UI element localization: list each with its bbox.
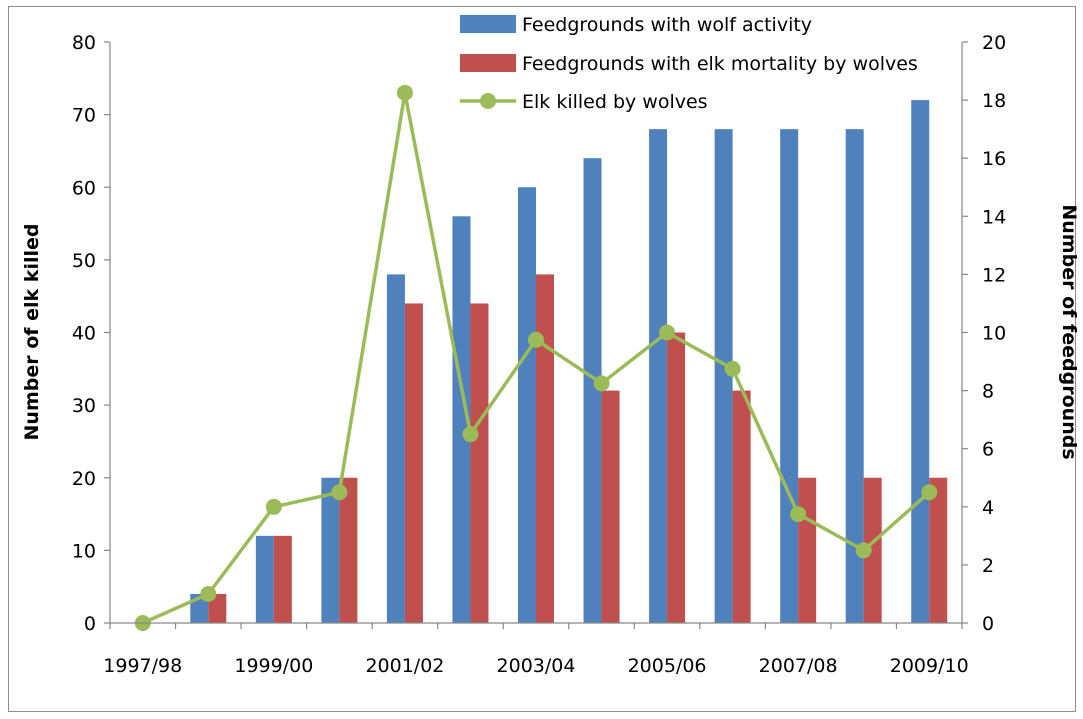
y-tick-label: 0 xyxy=(84,613,96,635)
plot-area xyxy=(134,84,948,631)
y2-tick-label: 18 xyxy=(982,90,1006,112)
point-elk-killed xyxy=(790,506,807,523)
legend-swatch-0 xyxy=(460,15,516,33)
bar-elk-mortality xyxy=(863,477,882,623)
point-elk-killed xyxy=(396,84,413,101)
x-tick-label: 2007/08 xyxy=(759,655,838,677)
bar-elk-mortality xyxy=(404,303,423,623)
point-elk-killed xyxy=(331,484,348,501)
y2-tick-label: 2 xyxy=(982,555,994,577)
point-elk-killed xyxy=(593,375,610,392)
legend: Feedgrounds with wolf activity Feedground… xyxy=(460,14,918,113)
y-tick-label: 30 xyxy=(72,395,96,417)
x-tick-label: 2009/10 xyxy=(890,655,969,677)
y-tick-label: 50 xyxy=(72,250,96,272)
x-tick-label: 1999/00 xyxy=(234,655,313,677)
y-axis-title: Number of elk killed xyxy=(21,224,43,441)
bar-elk-mortality xyxy=(208,593,227,623)
point-elk-killed xyxy=(855,542,872,559)
y2-axis-title: Number of feedgrounds xyxy=(1058,204,1080,459)
point-elk-killed xyxy=(265,498,282,515)
y2-tick-label: 12 xyxy=(982,264,1006,286)
point-elk-killed xyxy=(462,426,479,443)
bar-wolf-activity xyxy=(386,274,405,623)
point-elk-killed xyxy=(659,324,676,341)
y2-tick-label: 0 xyxy=(982,613,994,635)
bar-elk-mortality xyxy=(601,390,620,623)
point-elk-killed xyxy=(200,585,217,602)
point-elk-killed xyxy=(724,360,741,377)
bar-elk-mortality xyxy=(339,477,358,623)
bar-elk-mortality xyxy=(273,535,292,623)
bar-elk-mortality xyxy=(798,477,817,623)
y-tick-label: 20 xyxy=(72,468,96,490)
axes: 0 10 20 30 40 50 60 70 80 0 2 4 6 8 10 12 14 16 18 20 1997/9… xyxy=(72,32,1006,677)
bar-wolf-activity xyxy=(780,129,799,623)
y-tick-label: 60 xyxy=(72,177,96,199)
legend-label-1: Feedgrounds with elk mortality by wolves xyxy=(522,53,918,75)
bar-elk-mortality xyxy=(732,390,751,623)
y-tick-label: 70 xyxy=(72,105,96,127)
y2-tick-label: 20 xyxy=(982,32,1006,54)
y2-tick-label: 10 xyxy=(982,323,1006,345)
y-tick-label: 80 xyxy=(72,32,96,54)
bar-wolf-activity xyxy=(583,158,602,623)
bar-wolf-activity xyxy=(321,477,340,623)
y-tick-label: 40 xyxy=(72,323,96,345)
x-tick-label: 2005/06 xyxy=(628,655,707,677)
y2-tick-label: 14 xyxy=(982,206,1006,228)
y2-tick-label: 6 xyxy=(982,439,994,461)
y2-tick-label: 16 xyxy=(982,148,1006,170)
bar-wolf-activity xyxy=(649,129,668,623)
bar-wolf-activity xyxy=(452,216,471,624)
x-tick-label: 1997/98 xyxy=(103,655,182,677)
legend-marker-2 xyxy=(480,93,496,109)
x-tick-label: 2003/04 xyxy=(497,655,576,677)
y2-tick-label: 8 xyxy=(982,381,994,403)
bar-wolf-activity xyxy=(714,129,733,623)
bar-wolf-activity xyxy=(911,100,930,624)
bar-wolf-activity xyxy=(255,535,274,623)
bar-elk-mortality xyxy=(470,303,489,623)
bar-wolf-activity xyxy=(518,187,536,623)
x-tick-label: 2001/02 xyxy=(365,655,444,677)
bar-elk-mortality xyxy=(536,274,554,623)
y2-tick-label: 4 xyxy=(982,497,994,519)
y-tick-label: 10 xyxy=(72,540,96,562)
bar-wolf-activity xyxy=(845,129,864,623)
legend-label-0: Feedgrounds with wolf activity xyxy=(522,14,812,36)
point-elk-killed xyxy=(921,484,938,501)
bar-elk-mortality xyxy=(667,332,686,623)
point-elk-killed xyxy=(528,331,544,348)
legend-swatch-1 xyxy=(460,54,516,72)
bar-elk-mortality xyxy=(929,477,948,623)
legend-label-2: Elk killed by wolves xyxy=(522,91,708,113)
